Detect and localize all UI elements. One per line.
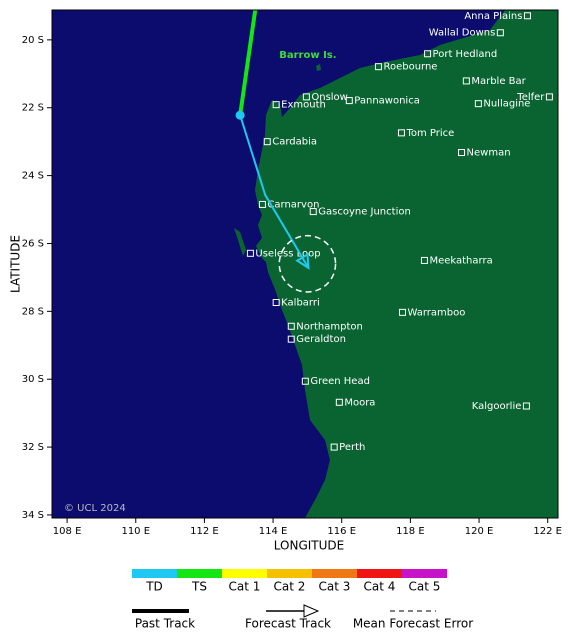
legend-category: Cat 2 [274, 580, 306, 594]
place-label: Tom Price [405, 128, 454, 139]
track-arrow [295, 252, 310, 270]
legend-swatch [222, 569, 267, 578]
place-marker [462, 77, 470, 85]
place-label: Moora [344, 397, 375, 408]
legend-category: Cat 4 [364, 580, 396, 594]
place-marker [397, 129, 405, 137]
place-label: Newman [467, 148, 511, 159]
legend-category: TD [145, 580, 163, 594]
legend-swatch [132, 569, 177, 578]
place-label: Nullagine [483, 99, 530, 110]
legend-label: Forecast Track [245, 617, 331, 631]
place-label: Pannawonica [354, 96, 420, 107]
legend-label: Mean Forecast Error [353, 617, 473, 631]
region-label: Barrow Is. [279, 50, 336, 61]
place-label: Marble Bar [471, 76, 526, 87]
x-tick-label: 108 E [53, 526, 82, 537]
legend-swatch [177, 569, 222, 578]
place-label: Perth [339, 442, 365, 453]
legend-swatch [357, 569, 402, 578]
place-label: Carnarvon [267, 199, 319, 210]
error-circle [278, 234, 337, 293]
y-tick-label: 30 S [22, 374, 44, 385]
legend-swatch [402, 569, 447, 578]
place-marker [398, 308, 406, 316]
place-label: Telfer [516, 92, 545, 103]
legend-arrow [303, 604, 320, 618]
legend-category: TS [191, 580, 207, 594]
past-track [238, 10, 258, 116]
x-tick-label: 110 E [121, 526, 150, 537]
place-label: Onslow [311, 92, 348, 103]
y-tick-label: 26 S [22, 238, 44, 249]
place-label: Kalbarri [281, 298, 320, 309]
place-label: Northampton [296, 321, 363, 332]
forecast-track [239, 114, 310, 269]
place-marker [287, 322, 295, 330]
x-tick-label: 114 E [259, 526, 288, 537]
y-tick-label: 22 S [22, 103, 44, 114]
place-marker [272, 299, 280, 307]
legend-swatch [312, 569, 357, 578]
y-tick-label: 32 S [22, 442, 44, 453]
legend-category: Cat 5 [409, 580, 441, 594]
place-label: Roebourne [383, 62, 437, 73]
place-marker [523, 12, 531, 20]
land [255, 10, 558, 518]
place-marker [458, 149, 466, 157]
place-label: Port Hedland [433, 49, 498, 60]
place-marker [263, 138, 271, 146]
place-marker [309, 208, 317, 216]
y-tick-label: 34 S [22, 510, 44, 521]
x-tick-label: 112 E [190, 526, 219, 537]
place-label: Wallal Downs [429, 28, 496, 39]
place-marker [545, 93, 553, 101]
x-tick-label: 120 E [465, 526, 494, 537]
x-axis-label: LONGITUDE [274, 539, 344, 553]
place-marker [272, 101, 280, 109]
map-frame [51, 9, 559, 519]
x-tick-label: 118 E [396, 526, 425, 537]
x-tick-label: 116 E [327, 526, 356, 537]
place-marker [330, 443, 338, 451]
y-tick-label: 28 S [22, 306, 44, 317]
x-tick-label: 122 E [533, 526, 562, 537]
y-tick-label: 24 S [22, 171, 44, 182]
island [316, 64, 321, 71]
place-marker [302, 93, 310, 101]
place-label: Warramboo [407, 307, 465, 318]
place-marker [335, 398, 343, 406]
map-layer: Barrow Is. Anna Plains Wallal Downs Port He… [234, 10, 558, 518]
place-label: Anna Plains [464, 11, 522, 22]
credit: © UCL 2024 [64, 503, 126, 514]
place-label: Meekatharra [429, 255, 492, 266]
legend-label: Past Track [135, 617, 195, 631]
place-marker [374, 63, 382, 71]
place-marker [420, 256, 428, 264]
y-axis-label: LATITUDE [9, 235, 23, 293]
place-marker [474, 100, 482, 108]
place-marker [345, 97, 353, 105]
place-marker [246, 249, 254, 257]
legend-swatch [267, 569, 312, 578]
place-label: Cardabia [272, 137, 317, 148]
place-marker [258, 200, 266, 208]
island [234, 228, 246, 256]
place-marker [496, 29, 504, 37]
y-tick-label: 20 S [22, 35, 44, 46]
current-position [235, 110, 245, 120]
place-label: Useless Loop [255, 248, 320, 259]
place-marker [424, 50, 432, 58]
place-marker [301, 377, 309, 385]
place-label: Exmouth [281, 100, 326, 111]
place-marker [287, 335, 295, 343]
place-marker [522, 402, 530, 410]
place-label: Geraldton [296, 334, 346, 345]
place-label: Gascoyne Junction [318, 207, 411, 218]
legend-category: Cat 1 [229, 580, 261, 594]
legend-category: Cat 3 [319, 580, 351, 594]
place-label: Kalgoorlie [472, 401, 522, 412]
place-label: Green Head [310, 376, 370, 387]
